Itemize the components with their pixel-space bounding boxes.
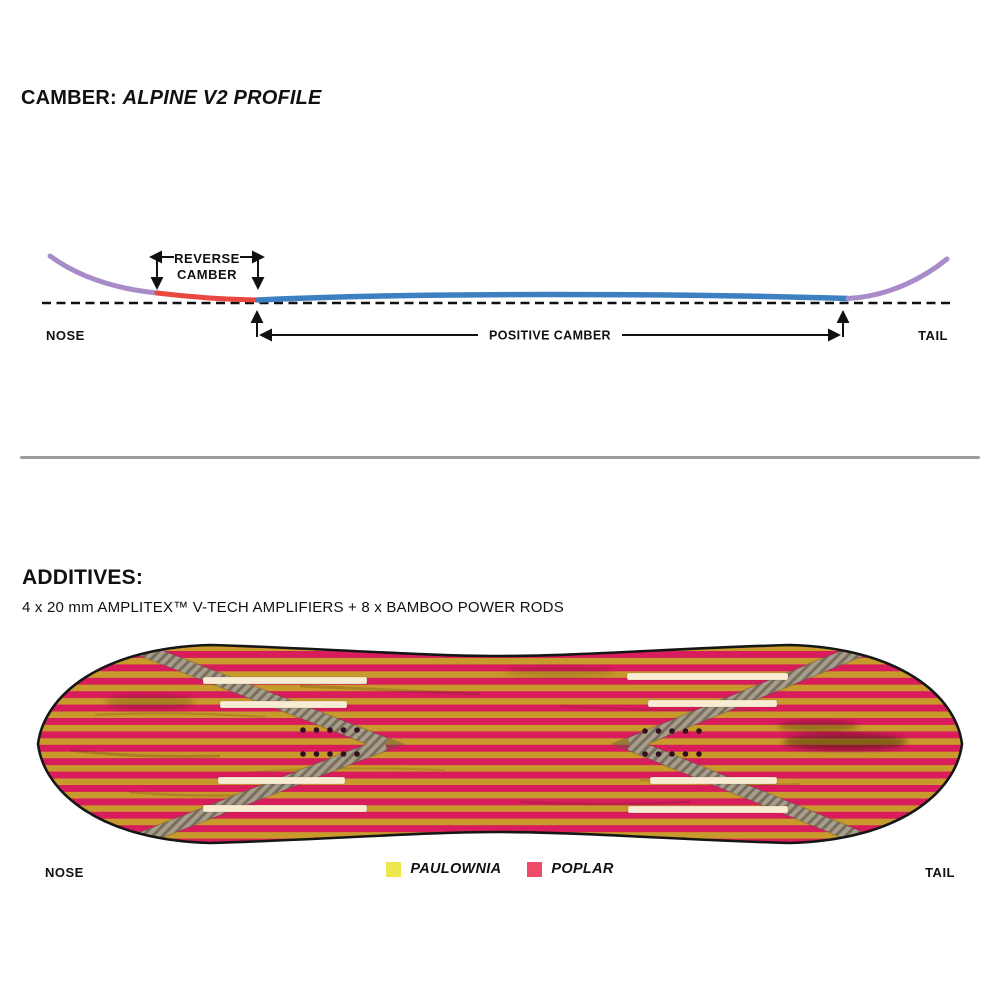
poplar-label: POPLAR	[551, 861, 614, 877]
paulownia-label: PAULOWNIA	[410, 861, 502, 877]
additives-title: ADDITIVES:	[22, 566, 144, 589]
reverse-camber-label-line1: REVERSE	[174, 251, 240, 266]
legend-item-poplar: POPLAR	[527, 861, 613, 877]
insert-dot	[655, 728, 662, 734]
insert-dot	[655, 751, 662, 757]
bamboo-rod	[122, 645, 888, 843]
snowboard-topsheet-diagram	[36, 643, 964, 845]
board-surface	[38, 645, 962, 843]
insert-dot	[682, 728, 689, 734]
camber-profile-diagram: REVERSE CAMBER POSITIVE CAMBER NOSE TAIL	[42, 250, 952, 343]
camber-section-title: CAMBER: ALPINE V2 PROFILE	[21, 87, 322, 110]
board-nose-label: NOSE	[45, 865, 84, 880]
insert-dot	[682, 751, 689, 757]
nose-rocker-curve	[47, 253, 160, 296]
insert-dot	[327, 727, 333, 733]
camber-title-label: CAMBER:	[21, 87, 117, 109]
legend-item-paulownia: PAULOWNIA	[386, 861, 501, 877]
board-outline	[36, 643, 964, 845]
camber-tail-label: TAIL	[918, 328, 948, 343]
camber-nose-label: NOSE	[46, 328, 85, 343]
wood-knot-shading	[105, 666, 907, 751]
insert-dot	[642, 751, 648, 757]
board-tail-label: TAIL	[925, 865, 955, 880]
insert-dot	[327, 751, 333, 757]
binding-insert-dots	[300, 727, 702, 757]
reverse-camber-bracket	[149, 250, 265, 290]
amplitex-amplifiers	[202, 672, 789, 814]
insert-dot	[340, 751, 347, 757]
insert-dot	[354, 751, 360, 757]
poplar-swatch	[527, 861, 543, 877]
positive-camber-arrows	[250, 310, 850, 342]
reverse-camber-curve	[154, 290, 261, 303]
reverse-camber-label-line2: CAMBER	[177, 267, 237, 282]
insert-dot	[300, 751, 306, 757]
section-divider	[20, 456, 980, 459]
insert-dot	[696, 751, 702, 757]
insert-dot	[313, 727, 320, 733]
insert-dot	[669, 751, 675, 757]
paulownia-swatch	[386, 861, 402, 877]
insert-dot	[696, 728, 702, 734]
wood-legend: PAULOWNIA POPLAR	[0, 861, 1000, 877]
insert-dot	[669, 728, 675, 734]
insert-dot	[642, 728, 648, 734]
insert-dot	[300, 727, 306, 733]
camber-title-value: ALPINE V2 PROFILE	[122, 87, 322, 109]
additives-description: 4 x 20 mm AMPLITEX™ V-TECH AMPLIFIERS + …	[22, 599, 564, 616]
positive-camber-label: POSITIVE CAMBER	[489, 329, 611, 343]
insert-dot	[354, 727, 360, 733]
positive-camber-curve	[255, 291, 851, 303]
insert-dot	[340, 727, 347, 733]
insert-dot	[313, 751, 320, 757]
tail-rocker-curve	[845, 256, 950, 301]
